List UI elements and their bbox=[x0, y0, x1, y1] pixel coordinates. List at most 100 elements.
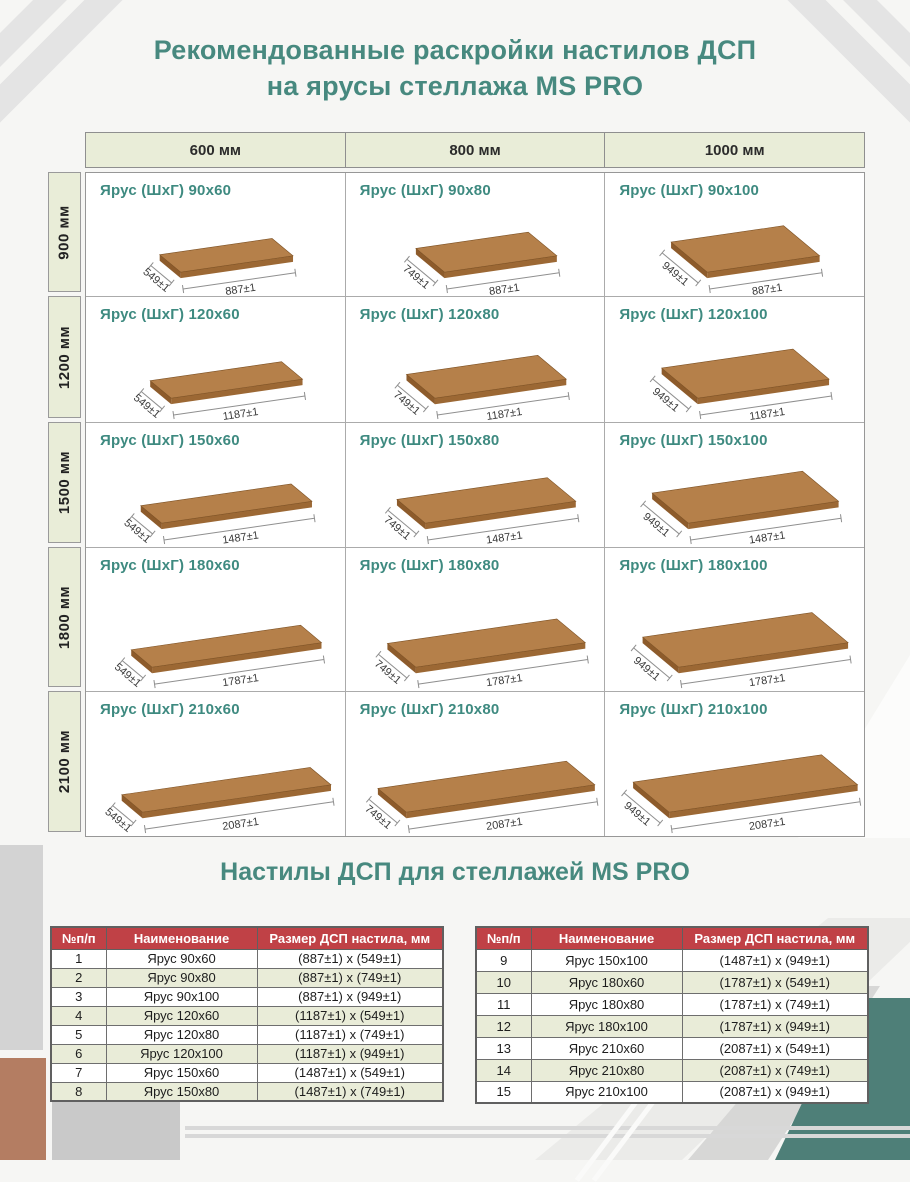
table-header-row: №п/п Наименование Размер ДСП настила, мм bbox=[475, 926, 869, 950]
grid-cell: Ярус (ШхГ) 120x100 1187±1 949±1 bbox=[605, 297, 864, 422]
grid-cell: Ярус (ШхГ) 90x100 887±1 949±1 bbox=[605, 173, 864, 296]
dimension-line bbox=[138, 387, 145, 395]
table-header-cell: №п/п bbox=[475, 926, 532, 950]
cell-number: 10 bbox=[475, 970, 532, 994]
cell-name: Ярус 120x100 bbox=[105, 1043, 258, 1064]
dimension-line bbox=[445, 284, 448, 293]
dimension-line bbox=[149, 530, 156, 538]
grid-cell: Ярус (ШхГ) 150x80 1487±1 749±1 bbox=[345, 423, 605, 547]
dimension-line bbox=[173, 395, 306, 416]
cell-size: (1187±1) x (749±1) bbox=[256, 1024, 444, 1045]
dimension-line bbox=[322, 655, 326, 664]
dimension-line bbox=[667, 674, 673, 682]
dimension-line bbox=[670, 824, 674, 833]
tier-label: Ярус (ШхГ) 120x80 bbox=[359, 306, 500, 323]
dimension-line bbox=[640, 500, 647, 508]
dimension-line bbox=[313, 513, 316, 523]
dimension-line bbox=[695, 279, 702, 287]
tier-label: Ярус (ШхГ) 120x100 bbox=[619, 306, 768, 323]
grid-cell: Ярус (ШхГ) 180x80 1787±1 749±1 bbox=[345, 548, 605, 691]
board-face bbox=[140, 483, 313, 524]
dimension-line bbox=[112, 804, 134, 824]
board-face bbox=[120, 766, 332, 813]
board-face bbox=[671, 241, 708, 278]
dimension-line bbox=[709, 272, 823, 290]
table-row: 8 Ярус 150x80 (1487±1) x (749±1) bbox=[50, 1081, 444, 1102]
dimension-line bbox=[150, 264, 172, 284]
board-face bbox=[688, 501, 839, 529]
dimension-line bbox=[408, 800, 598, 830]
dimension-line bbox=[671, 800, 861, 830]
dimension-line bbox=[662, 252, 699, 284]
table-row: 11 Ярус 180x80 (1787±1) x (749±1) bbox=[475, 992, 869, 1016]
board-face bbox=[396, 499, 426, 529]
row-header-900: 900 мм bbox=[48, 172, 81, 292]
cell-number: 6 bbox=[50, 1043, 107, 1064]
table-header-cell: Наименование bbox=[105, 926, 258, 950]
dimension-line bbox=[163, 517, 315, 541]
dimension-label: 2087±1 bbox=[222, 816, 260, 833]
tier-label: Ярус (ШхГ) 90x60 bbox=[100, 182, 232, 199]
dimension-line bbox=[403, 674, 410, 682]
table-header-cell: Размер ДСП настила, мм bbox=[681, 926, 869, 950]
dimension-label: 1487±1 bbox=[748, 529, 786, 546]
tier-label: Ярус (ШхГ) 90x80 bbox=[359, 182, 491, 199]
tier-label: Ярус (ШхГ) 210x60 bbox=[100, 701, 240, 718]
dimension-line bbox=[332, 797, 335, 806]
dimension-label: 887±1 bbox=[752, 281, 784, 296]
cell-name: Ярус 90x60 bbox=[105, 948, 258, 969]
dimension-line bbox=[595, 797, 599, 806]
dimension-line bbox=[365, 795, 372, 803]
board-face bbox=[130, 624, 323, 668]
board-face bbox=[121, 794, 143, 818]
spec-table-right-body: 9 Ярус 150x100 (1487±1) x (949±1) 10 Ярус 18… bbox=[475, 948, 869, 1104]
board-face bbox=[377, 788, 407, 818]
dimension-line bbox=[821, 268, 824, 277]
dimension-line bbox=[387, 509, 417, 535]
board-face bbox=[415, 642, 585, 673]
dimension-line bbox=[427, 517, 579, 541]
grid-cell: Ярус (ШхГ) 150x100 1487±1 949±1 bbox=[605, 423, 864, 547]
row-header-2100: 2100 мм bbox=[48, 691, 81, 832]
cell-size: (887±1) x (949±1) bbox=[256, 986, 444, 1007]
cell-size: (2087±1) x (949±1) bbox=[681, 1080, 869, 1104]
table-header-row: №п/п Наименование Размер ДСП настила, мм bbox=[50, 926, 444, 950]
row-header-1500: 1500 мм bbox=[48, 422, 81, 543]
dimension-line bbox=[422, 405, 429, 413]
board-face bbox=[632, 754, 859, 813]
dimension-line bbox=[407, 824, 410, 833]
board-face bbox=[180, 255, 294, 278]
table-row: 14 Ярус 210x80 (2087±1) x (749±1) bbox=[475, 1058, 869, 1082]
dimension-line bbox=[172, 410, 175, 419]
dimension-line bbox=[109, 801, 116, 809]
dimension-line bbox=[368, 798, 398, 824]
board-face bbox=[406, 784, 595, 818]
cell-size: (2087±1) x (549±1) bbox=[681, 1036, 869, 1060]
cell-size: (2087±1) x (749±1) bbox=[681, 1058, 869, 1082]
row-header-label: 1200 мм bbox=[56, 325, 74, 389]
board-face bbox=[707, 255, 820, 278]
board-face bbox=[131, 649, 153, 673]
dimension-line bbox=[396, 384, 426, 410]
dimension-line bbox=[432, 279, 439, 287]
dimension-label: 1487±1 bbox=[485, 529, 523, 546]
board-face bbox=[633, 781, 670, 818]
board-face bbox=[642, 611, 850, 668]
board-face bbox=[161, 501, 312, 529]
board-face bbox=[698, 378, 830, 404]
grid-cell: Ярус (ШхГ) 180x60 1787±1 549±1 bbox=[86, 548, 345, 691]
tier-label: Ярус (ШхГ) 150x100 bbox=[619, 432, 768, 449]
board-face bbox=[152, 642, 322, 673]
dimension-line bbox=[652, 378, 690, 410]
dimension-label: 1787±1 bbox=[222, 672, 260, 689]
grid-cell: Ярус (ШхГ) 210x100 2087±1 949±1 bbox=[605, 692, 864, 836]
dimension-line bbox=[147, 261, 154, 269]
dimension-line bbox=[159, 405, 166, 413]
column-header-1000: 1000 мм bbox=[605, 133, 865, 167]
dimension-line bbox=[643, 503, 680, 535]
column-header-600: 600 мм bbox=[86, 133, 345, 167]
